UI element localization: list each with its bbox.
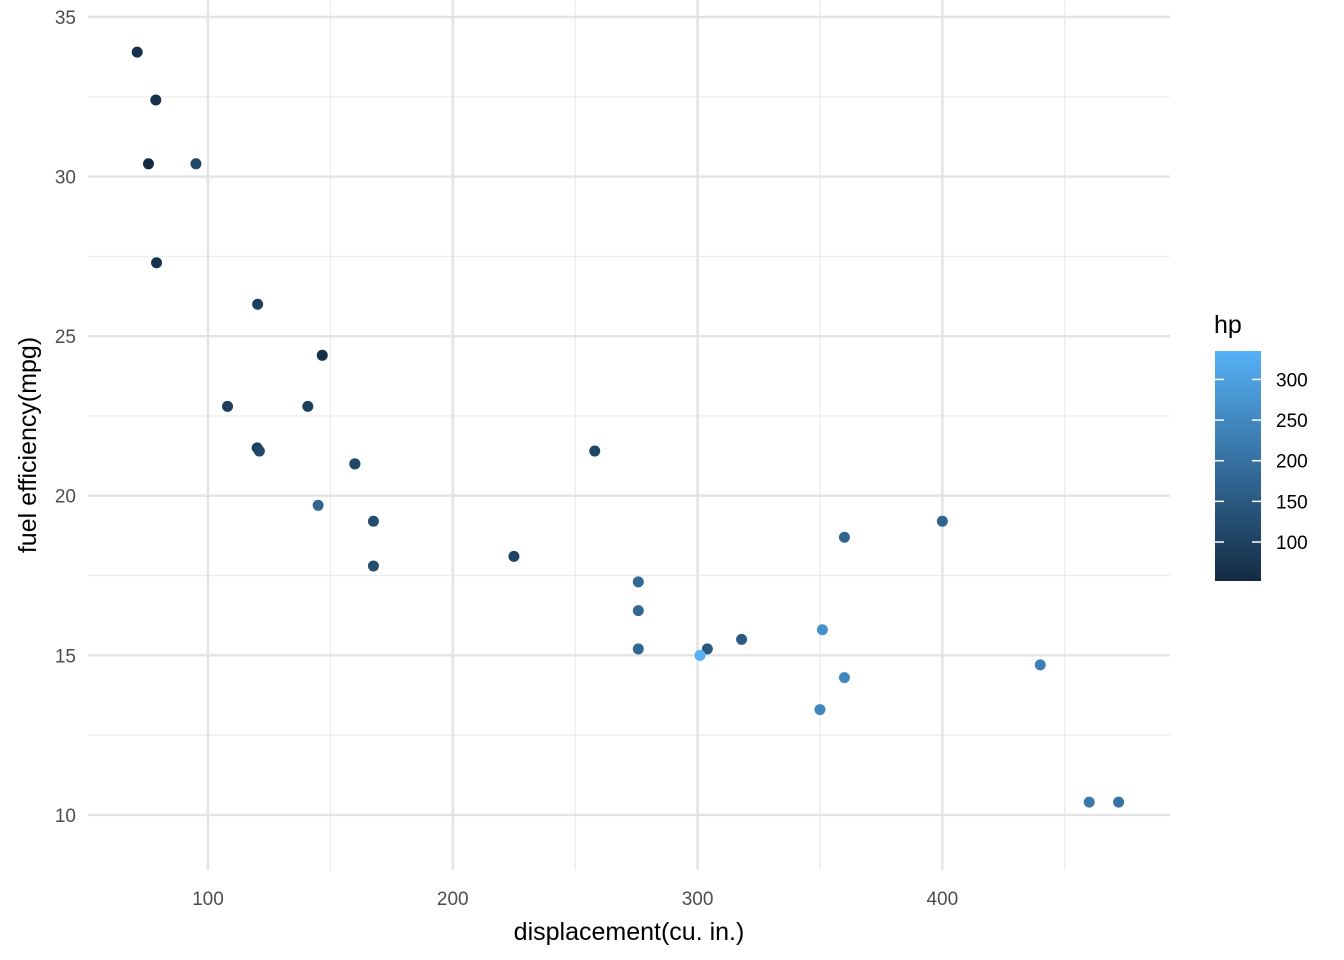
- data-point: [367, 515, 379, 527]
- data-point: [222, 400, 234, 412]
- y-tick-label: 15: [55, 646, 76, 667]
- data-point: [1034, 659, 1046, 671]
- data-point: [589, 445, 601, 457]
- data-point: [701, 643, 713, 655]
- y-tick-label: 25: [55, 327, 76, 348]
- legend-tick-label: 200: [1276, 452, 1308, 473]
- data-point: [632, 605, 644, 617]
- legend-tick-label: 100: [1276, 533, 1308, 554]
- data-point: [936, 515, 948, 527]
- legend-tick-label: 150: [1276, 492, 1308, 513]
- data-point: [252, 298, 264, 310]
- legend-tick-label: 250: [1276, 411, 1308, 432]
- data-point: [838, 531, 850, 543]
- x-axis-title: displacement(cu. in.): [514, 918, 745, 946]
- y-tick-labels: 10 15 20 25 30 35: [55, 8, 76, 827]
- grid-lines: [88, 0, 1170, 870]
- y-tick-label: 35: [55, 8, 76, 29]
- x-tick-labels: 100 200 300 400: [192, 889, 958, 910]
- data-point: [131, 46, 143, 58]
- data-point: [1113, 796, 1125, 808]
- data-point: [316, 349, 328, 361]
- data-points: [131, 46, 1125, 808]
- y-tick-label: 20: [55, 487, 76, 508]
- x-tick-label: 400: [926, 889, 958, 910]
- x-tick-label: 100: [192, 889, 224, 910]
- y-tick-label: 30: [55, 168, 76, 189]
- legend-tick-label: 300: [1276, 370, 1308, 391]
- data-point: [632, 643, 644, 655]
- data-point: [150, 94, 162, 106]
- data-point: [814, 704, 826, 716]
- data-point: [632, 576, 644, 588]
- data-point: [508, 550, 520, 562]
- data-point: [253, 445, 265, 457]
- y-axis-title: fuel efficiency(mpg): [14, 337, 42, 553]
- data-point: [190, 158, 202, 170]
- data-point: [349, 458, 361, 470]
- legend-ticks: 100 150 200 250 300: [1215, 370, 1308, 554]
- data-point: [367, 560, 379, 572]
- color-legend: hp 100 150 200 250 300: [1214, 311, 1308, 581]
- legend-title: hp: [1214, 311, 1242, 339]
- data-point: [312, 499, 324, 511]
- data-point: [151, 257, 163, 269]
- data-point: [142, 158, 154, 170]
- legend-color-bar: [1215, 351, 1261, 581]
- data-point: [1083, 796, 1095, 808]
- data-point: [302, 400, 314, 412]
- data-point: [736, 633, 748, 645]
- data-point: [816, 624, 828, 636]
- y-tick-label: 10: [55, 806, 76, 827]
- data-point: [838, 672, 850, 684]
- x-tick-label: 200: [437, 889, 469, 910]
- data-point: [694, 649, 706, 661]
- x-tick-label: 300: [682, 889, 714, 910]
